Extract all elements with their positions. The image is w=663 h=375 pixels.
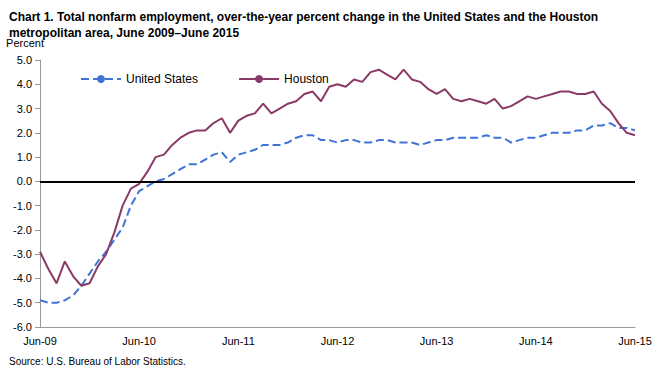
svg-text:-1.0: -1.0 (13, 200, 32, 212)
svg-text:-5.0: -5.0 (13, 297, 32, 309)
svg-text:Jun-13: Jun-13 (420, 335, 454, 347)
svg-text:-2.0: -2.0 (13, 224, 32, 236)
svg-text:Source: U.S. Bureau of Labor S: Source: U.S. Bureau of Labor Statistics. (9, 356, 186, 367)
svg-text:Jun-14: Jun-14 (519, 335, 553, 347)
svg-text:Jun-12: Jun-12 (321, 335, 355, 347)
svg-text:Chart 1. Total nonfarm employm: Chart 1. Total nonfarm employment, over-… (9, 10, 602, 24)
svg-text:4.0: 4.0 (17, 78, 32, 90)
svg-text:Jun-09: Jun-09 (23, 335, 57, 347)
svg-text:-6.0: -6.0 (13, 321, 32, 333)
svg-text:3.0: 3.0 (17, 103, 32, 115)
svg-text:2.0: 2.0 (17, 127, 32, 139)
svg-text:Jun-11: Jun-11 (222, 335, 255, 347)
svg-text:-4.0: -4.0 (13, 272, 32, 284)
svg-text:-3.0: -3.0 (13, 248, 32, 260)
svg-text:Jun-10: Jun-10 (122, 335, 156, 347)
svg-text:5.0: 5.0 (17, 54, 32, 66)
svg-text:1.0: 1.0 (17, 151, 32, 163)
svg-text:Percent: Percent (6, 36, 44, 49)
svg-text:United States: United States (126, 72, 198, 86)
svg-text:0.0: 0.0 (17, 175, 32, 187)
svg-text:metropolitan area, June 2009–J: metropolitan area, June 2009–June 2015 (9, 26, 239, 40)
svg-text:Jun-15: Jun-15 (618, 335, 652, 347)
svg-text:Houston: Houston (284, 72, 329, 86)
